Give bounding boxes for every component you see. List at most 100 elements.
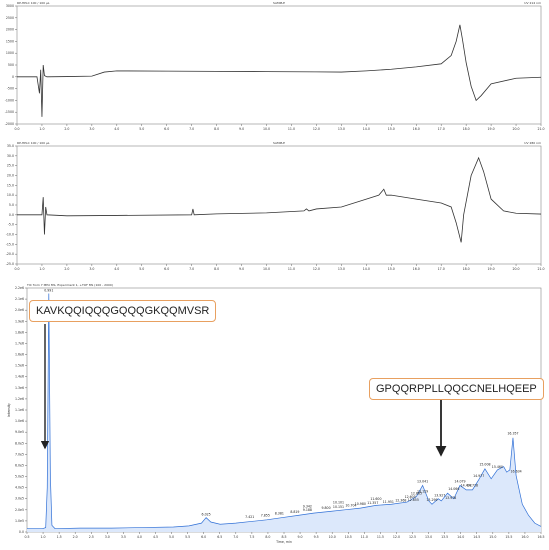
x-tick-label: 14.0 [363, 127, 370, 131]
x-tick-label: 16.0 [413, 127, 420, 131]
x-tick-label: 2.0 [64, 267, 69, 271]
x-tick-label: 20.0 [512, 267, 519, 271]
x-tick-label: 14.5 [473, 535, 480, 539]
x-tick-label: 9.0 [239, 267, 244, 271]
x-tick-label: 20.0 [512, 127, 519, 131]
peak-label: 16.357 [507, 432, 518, 436]
panel-header-left: RP-HPLC 100 / 100 µL [17, 141, 50, 145]
uv-chromatogram-280: RP-HPLC 100 / 100 µL SAMPLE UV 280 nm 0.0 1.… [6, 141, 545, 271]
peak-label: 15.008 [479, 463, 490, 467]
x-tick-label: 6.0 [164, 127, 169, 131]
x-tick-label: 4.0 [114, 127, 119, 131]
x-tick-label: 2.5 [89, 535, 94, 539]
x-tick-label: 21.0 [537, 267, 544, 271]
peak-label: 13.129 [417, 489, 428, 493]
x-tick-label: 17.0 [438, 267, 445, 271]
y-tick-label: -1000 [5, 98, 14, 102]
peak-label: 14.079 [454, 479, 465, 483]
x-tick-label: 11.0 [288, 267, 295, 271]
x-tick-label: 6.0 [201, 535, 206, 539]
y-tick-label: 10.0 [7, 193, 14, 197]
x-axis-label: Time, min [275, 540, 292, 544]
y-tick-label: 500 [8, 63, 14, 67]
x-tick-label: 11.0 [288, 127, 295, 131]
peak-label: 11.600 [370, 497, 381, 501]
x-tick-label: 1.5 [57, 535, 62, 539]
peak-label: 13.041 [417, 479, 428, 483]
x-tick-label: 5.0 [169, 535, 174, 539]
y-tick-label: 1.4e6 [15, 375, 24, 379]
y-tick-label: 5.0e5 [15, 475, 24, 479]
x-tick-label: 0.0 [14, 267, 19, 271]
y-axis-label: Intensity [7, 403, 11, 417]
y-tick-label: 7.0e5 [15, 452, 24, 456]
peak-label: 8.819 [290, 510, 299, 514]
y-tick-label: 30.0 [7, 154, 14, 158]
peak-label: 7.421 [245, 515, 254, 519]
x-tick-label: 10.0 [263, 127, 270, 131]
y-tick-label: 1.6e6 [15, 353, 24, 357]
x-tick-label: 9.5 [314, 535, 319, 539]
x-tick-label: 6.0 [164, 267, 169, 271]
y-tick-label: 1.8e6 [15, 330, 24, 334]
peak-label: 13.299 [426, 498, 437, 502]
y-tick-label: 1500 [6, 39, 14, 43]
x-tick-label: 14.0 [363, 267, 370, 271]
y-tick-label: 2.0e5 [15, 508, 24, 512]
x-tick-label: 1.0 [39, 127, 44, 131]
panel-header-right: UV 214 nm [524, 1, 541, 5]
uv-chromatogram-214-panel: RP-HPLC 100 / 100 µL SAMPLE UV 214 nm 0.0 1.… [0, 0, 549, 136]
peak-label: 12.368 [395, 499, 406, 503]
panel-header-left: RP-HPLC 100 / 100 µL [17, 1, 50, 5]
y-tick-label: -5.0 [8, 223, 14, 227]
peptide-callout-1: KAVKQQIQQQGQQQGKQQMVSR [29, 300, 217, 322]
peak-label: 13.927 [434, 494, 445, 498]
x-tick-label: 13.0 [425, 535, 432, 539]
x-tick-label: 7.5 [249, 535, 254, 539]
y-tick-label: 0 [12, 75, 14, 79]
x-tick-label: 18.0 [463, 267, 470, 271]
peak-label: 14.718 [467, 484, 478, 488]
y-tick-label: 1.0e6 [15, 419, 24, 423]
x-tick-label: 8.5 [281, 535, 286, 539]
x-tick-label: 0.0 [14, 127, 19, 131]
y-tick-label: 5.0 [9, 203, 14, 207]
peak-label: 15.460 [492, 465, 503, 469]
peak-label: 11.357 [367, 501, 378, 505]
x-tick-label: 16.0 [521, 535, 528, 539]
peak-label: 10.151 [333, 505, 344, 509]
y-tick-label: 2000 [6, 28, 14, 32]
x-tick-label: 4.0 [137, 535, 142, 539]
y-tick-label: -1500 [5, 110, 14, 114]
peak-label: 12.605 [405, 495, 416, 499]
x-tick-label: 2.0 [64, 127, 69, 131]
panel-header-center: SAMPLE [273, 1, 285, 5]
y-tick-label: 25.0 [7, 164, 14, 168]
panel-header-right: UV 280 nm [524, 141, 541, 145]
x-tick-label: 10.5 [345, 535, 352, 539]
peak-label: 11.951 [383, 500, 394, 504]
x-tick-label: 9.0 [298, 535, 303, 539]
x-tick-label: 1.0 [41, 535, 46, 539]
x-tick-label: 5.5 [185, 535, 190, 539]
y-tick-label: 1.5e6 [15, 364, 24, 368]
x-tick-label: 16.0 [413, 267, 420, 271]
plot-frame [16, 5, 542, 125]
y-tick-label: -2000 [5, 122, 14, 126]
peak-label: 12.885 [411, 492, 422, 496]
peak-label: 9.800 [321, 506, 330, 510]
y-tick-label: -10.0 [6, 233, 14, 237]
uv-chromatogram-280-panel: RP-HPLC 100 / 100 µL SAMPLE UV 280 nm 0.0 1.… [0, 140, 549, 276]
y-tick-label: 6.0e5 [15, 463, 24, 467]
y-tick-label: 1.3e6 [15, 386, 24, 390]
x-tick-label: 13.0 [338, 267, 345, 271]
y-tick-label: 0.0 [9, 213, 14, 217]
y-tick-label: -15.0 [6, 242, 14, 246]
series-area-0 [27, 293, 541, 532]
y-tick-label: 1.2e6 [15, 397, 24, 401]
y-tick-label: 1.1e6 [15, 408, 24, 412]
y-tick-label: -20.0 [6, 252, 14, 256]
peak-label: 12.655 [408, 498, 419, 502]
x-tick-label: 15.5 [505, 535, 512, 539]
x-tick-label: 4.5 [153, 535, 158, 539]
